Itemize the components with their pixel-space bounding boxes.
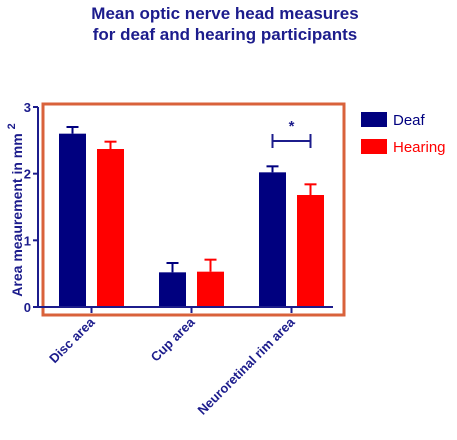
y-axis: 0 1 2 3 [24,100,39,315]
y-tick-label: 1 [24,233,31,248]
x-tick-label: Disc area [46,314,98,366]
bar-hearing [197,271,224,307]
plot-frame [41,102,346,317]
y-tick-label: 3 [24,100,31,115]
x-tick-label: Cup area [148,314,198,364]
bar-deaf [259,172,286,307]
y-axis-label-superscript: 2 [6,123,18,129]
legend-label-hearing: Hearing [393,139,446,156]
significance-marker: * [271,118,312,148]
chart-title: Mean optic nerve head measures for deaf … [91,4,358,44]
bar-deaf [159,272,186,307]
legend: Deaf Hearing [361,112,446,156]
bar-hearing [297,195,324,307]
y-tick-label: 0 [24,300,31,315]
title-line-2: for deaf and hearing participants [93,25,358,44]
bar-hearing [97,149,124,307]
x-tick-label: Neuroretinal rim area [195,314,299,418]
legend-swatch-hearing [361,139,387,154]
title-line-1: Mean optic nerve head measures [91,4,358,23]
bars [59,126,324,307]
y-axis-title: Area meaurement in mm 2 [6,123,25,296]
significance-label: * [289,118,295,135]
legend-label-deaf: Deaf [393,112,426,129]
legend-swatch-deaf [361,112,387,127]
y-axis-label: Area meaurement in mm 2 [6,123,25,296]
y-tick-label: 2 [24,167,31,182]
bar-deaf [59,133,86,307]
